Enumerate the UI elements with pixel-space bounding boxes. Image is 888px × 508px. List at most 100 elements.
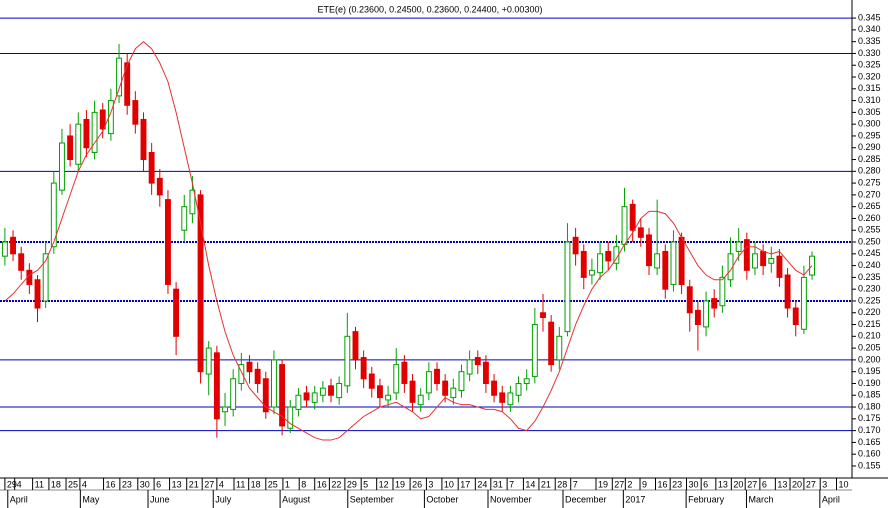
candle-body [148,151,155,184]
candle-body [597,253,604,274]
x-tick-label: 16 [106,479,116,489]
candle-body [124,62,131,106]
month-label: May [82,494,100,504]
candle-body [482,361,489,384]
y-tick-label: 0.165 [858,437,881,447]
x-tick-label: 20 [733,479,743,489]
x-tick-label: 31 [493,479,503,489]
candle-body [556,335,563,361]
y-tick-label: 0.160 [858,449,881,459]
y-tick-label: 0.320 [858,71,881,81]
candle-body [376,385,383,399]
x-tick-label: 29 [7,479,17,489]
x-tick-label: 4 [82,479,87,489]
month-label: March [748,494,773,504]
y-tick-label: 0.195 [858,366,881,376]
x-tick-label: 16 [658,479,668,489]
candle-body [50,182,57,248]
candle-body [213,352,220,420]
candle-body [434,368,440,384]
candle-body [515,382,522,396]
candle-body [425,371,432,394]
candle-body [238,364,245,384]
candle-body [531,324,538,377]
candle-body [352,331,359,361]
month-label: April [822,494,840,504]
y-tick-label: 0.215 [858,319,881,329]
x-tick-label: 13 [172,479,182,489]
x-tick-label: 27 [614,479,624,489]
candle-body [466,359,473,375]
month-label: April [10,494,28,504]
candle-body [189,189,196,215]
month-label: December [565,494,607,504]
x-tick-label: 6 [703,479,708,489]
x-tick-label: 27 [204,479,214,489]
candle-body [165,199,171,285]
candle-body [752,253,758,269]
x-tick-label: 23 [672,479,682,489]
candle-body [401,361,408,384]
candle-body [344,335,351,387]
candle-body [262,378,269,413]
candle-body [548,321,555,366]
candle-body [287,406,294,429]
candle-body [678,236,685,285]
candle-body [42,253,49,302]
month-label: November [490,494,532,504]
candle-body [303,392,310,401]
month-label: September [350,494,394,504]
month-label: July [215,494,232,504]
candle-body [1,241,8,257]
x-tick-label: 4 [219,479,224,489]
y-tick-label: 0.155 [858,460,881,470]
candle-body [800,276,807,330]
x-tick-label: 2 [627,479,632,489]
candle-body [654,253,661,269]
x-tick-label: 11 [35,479,44,489]
y-tick-label: 0.260 [858,213,881,223]
candle-body [719,276,726,307]
candle-body [760,250,767,267]
candle-body [197,194,204,373]
x-tick-label: 21 [189,479,199,489]
candle-body [588,269,595,276]
y-tick-label: 0.285 [858,154,881,164]
candle-body [792,307,799,326]
x-tick-label: 13 [718,479,728,489]
candle-body [417,394,424,406]
candle-body [205,347,212,375]
x-tick-label: 16 [317,479,327,489]
month-label: 2017 [625,494,645,504]
y-tick-label: 0.330 [858,48,881,58]
y-tick-label: 0.265 [858,201,881,211]
candle-body [743,239,750,271]
x-tick-label: 27 [747,479,757,489]
candle-body [368,373,375,389]
candle-body [523,378,530,384]
y-tick-label: 0.190 [858,378,881,388]
candle-body [295,394,302,410]
candle-body [270,359,277,408]
x-tick-label: 27 [806,479,816,489]
x-tick-label: 8 [301,479,306,489]
candle-body [385,394,392,401]
x-tick-label: 30 [140,479,150,489]
candle-body [409,380,416,403]
candle-body [336,382,343,399]
y-tick-label: 0.235 [858,272,881,282]
candle-body [776,255,783,278]
candle-body [99,109,106,130]
y-tick-label: 0.210 [858,331,881,341]
candle-body [75,123,82,165]
y-tick-label: 0.240 [858,260,881,270]
x-tick-label: 23 [122,479,132,489]
candle-body [328,385,334,396]
candle-body [735,241,742,252]
y-tick-label: 0.295 [858,130,881,140]
x-tick-label: 17 [460,479,470,489]
x-tick-label: 19 [598,479,608,489]
x-tick-label: 7 [573,479,578,489]
candle-body [18,253,25,271]
